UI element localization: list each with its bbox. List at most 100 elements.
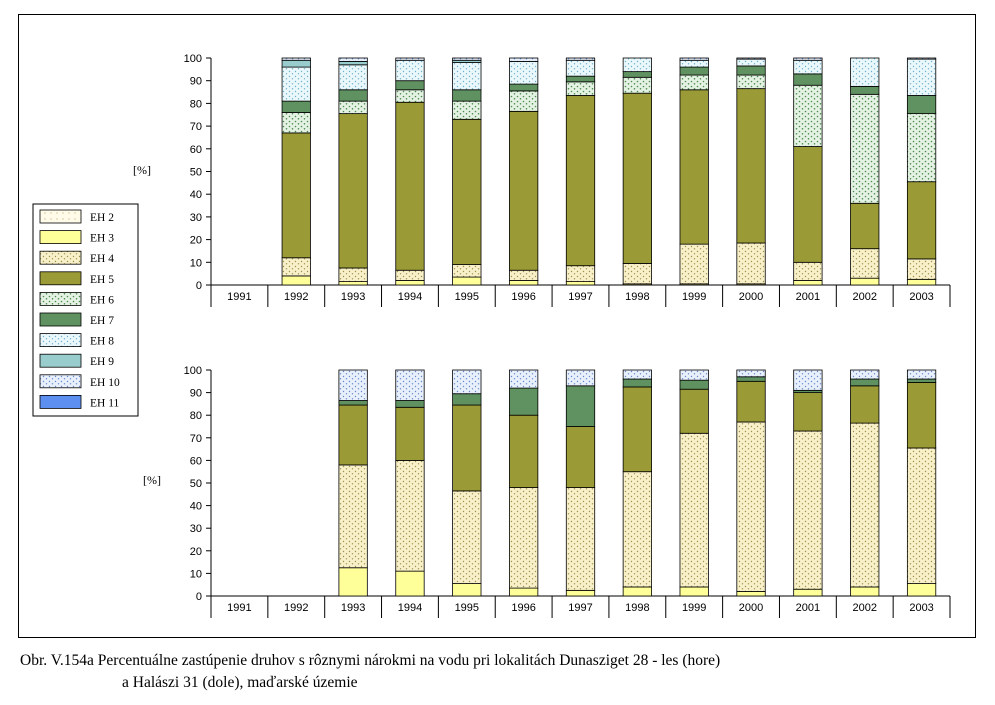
legend-swatch-eh-2 bbox=[39, 209, 82, 224]
upper-bar-1992-eh-3 bbox=[281, 275, 311, 286]
figure-caption-line-2: a Halászi 31 (dole), maďarské územie bbox=[122, 674, 358, 691]
upper-x-tick-label-1993: 1993 bbox=[341, 291, 365, 303]
upper-bar-1996-eh-3 bbox=[509, 280, 539, 286]
upper-bar-2002-eh-5 bbox=[850, 202, 880, 250]
lower-bar-2001-eh-10 bbox=[793, 369, 823, 391]
lower-y-tick-label: 0 bbox=[196, 591, 202, 603]
legend-swatch-eh-10 bbox=[39, 374, 82, 389]
upper-bar-1995-eh-3 bbox=[452, 276, 482, 286]
upper-bar-1999-eh-7 bbox=[679, 66, 709, 76]
lower-bar-1995-eh-3 bbox=[452, 583, 482, 597]
upper-bar-2001-eh-10 bbox=[793, 57, 823, 61]
upper-bar-1996-eh-4 bbox=[509, 269, 539, 281]
upper-bar-2001-eh-6 bbox=[793, 84, 823, 147]
upper-bar-1994-eh-10 bbox=[395, 57, 425, 61]
upper-bar-1996-eh-10 bbox=[509, 57, 539, 62]
upper-bar-1997-eh-5 bbox=[565, 95, 596, 267]
lower-bar-2003-eh-4 bbox=[906, 447, 937, 584]
lower-bar-2001-eh-3 bbox=[793, 588, 823, 597]
upper-bar-1994-eh-7 bbox=[395, 80, 425, 91]
legend-label-eh-9: EH 9 bbox=[90, 356, 114, 368]
upper-bar-1997-eh-4 bbox=[565, 265, 596, 282]
lower-bar-1997-eh-7 bbox=[565, 385, 596, 427]
upper-x-tick-label-1995: 1995 bbox=[455, 291, 479, 303]
upper-bar-2001-eh-5 bbox=[793, 146, 823, 263]
lower-y-tick-label: 60 bbox=[190, 455, 202, 467]
lower-bar-2003-eh-10 bbox=[906, 369, 937, 380]
upper-bar-1993-eh-8 bbox=[338, 64, 368, 91]
upper-bar-2003-eh-8 bbox=[906, 58, 937, 96]
lower-bar-1995-eh-5 bbox=[452, 404, 482, 492]
legend-swatch-eh-11 bbox=[39, 394, 82, 409]
figure-frame bbox=[18, 14, 976, 638]
upper-y-tick-label: 100 bbox=[184, 53, 202, 65]
legend-label-eh-4: EH 4 bbox=[90, 253, 114, 265]
legend: EH 2 EH 3 EH 4 EH 5 EH 6 EH 7 EH 8 EH 9 EH 10 EH … bbox=[32, 203, 139, 417]
upper-bar-1997-eh-6 bbox=[565, 81, 596, 96]
upper-bar-1994-eh-6 bbox=[395, 89, 425, 103]
lower-x-tick-label-1991: 1991 bbox=[227, 602, 251, 614]
upper-x-tick-label-2000: 2000 bbox=[739, 291, 763, 303]
upper-bar-1993-eh-3 bbox=[338, 281, 368, 286]
upper-y-tick-label: 30 bbox=[190, 212, 202, 224]
lower-bar-1994-eh-5 bbox=[395, 406, 425, 461]
upper-bar-1998-eh-8 bbox=[622, 57, 652, 73]
lower-bar-2003-eh-5 bbox=[906, 382, 937, 449]
lower-bar-2001-eh-4 bbox=[793, 430, 823, 590]
lower-y-tick-label: 30 bbox=[190, 523, 202, 535]
lower-y-tick-label: 40 bbox=[190, 501, 202, 513]
lower-bar-2002-eh-10 bbox=[850, 369, 880, 380]
upper-bar-1992-eh-9 bbox=[281, 59, 311, 68]
upper-y-tick-label: 20 bbox=[190, 235, 202, 247]
upper-bar-1992-eh-10 bbox=[281, 57, 311, 61]
lower-bar-1993-eh-10 bbox=[338, 369, 368, 401]
upper-bar-2000-eh-5 bbox=[736, 88, 766, 244]
upper-bar-1998-eh-4 bbox=[622, 263, 652, 285]
upper-bar-1993-eh-10 bbox=[338, 57, 368, 62]
lower-bar-1993-eh-7 bbox=[338, 400, 368, 406]
upper-x-tick-label-1997: 1997 bbox=[568, 291, 592, 303]
lower-y-tick-label: 20 bbox=[190, 546, 202, 558]
legend-swatch-eh-7 bbox=[39, 312, 82, 327]
upper-bar-2003-eh-4 bbox=[906, 258, 937, 280]
lower-x-tick-label-1998: 1998 bbox=[625, 602, 649, 614]
legend-label-eh-6: EH 6 bbox=[90, 294, 114, 306]
upper-y-tick-label: 0 bbox=[196, 280, 202, 292]
upper-x-tick-label-2002: 2002 bbox=[852, 291, 876, 303]
upper-bar-1993-eh-4 bbox=[338, 267, 368, 282]
lower-bar-1993-eh-4 bbox=[338, 464, 368, 569]
upper-bar-2002-eh-8 bbox=[850, 57, 880, 87]
lower-bar-1994-eh-7 bbox=[395, 400, 425, 408]
lower-bar-1993-eh-3 bbox=[338, 567, 368, 597]
upper-bar-1996-eh-6 bbox=[509, 90, 539, 112]
lower-bar-1997-eh-4 bbox=[565, 487, 596, 591]
lower-y-tick-label: 10 bbox=[190, 568, 202, 580]
legend-swatch-eh-3 bbox=[39, 230, 82, 245]
lower-bar-1995-eh-7 bbox=[452, 393, 482, 406]
upper-bar-2001-eh-4 bbox=[793, 261, 823, 281]
upper-bar-1995-eh-5 bbox=[452, 118, 482, 265]
lower-bar-2000-eh-4 bbox=[736, 421, 766, 592]
upper-bar-1999-eh-5 bbox=[679, 89, 709, 245]
upper-bar-1997-eh-8 bbox=[565, 59, 596, 77]
upper-bar-1996-eh-7 bbox=[509, 83, 539, 92]
lower-bar-2000-eh-3 bbox=[736, 591, 766, 597]
lower-x-tick-label-2000: 2000 bbox=[739, 602, 763, 614]
lower-bar-2003-eh-3 bbox=[906, 583, 937, 597]
upper-bar-1992-eh-4 bbox=[281, 257, 311, 277]
lower-bar-1998-eh-5 bbox=[622, 386, 652, 473]
lower-bar-1999-eh-10 bbox=[679, 369, 709, 381]
upper-bar-2000-eh-7 bbox=[736, 65, 766, 76]
lower-bar-1996-eh-7 bbox=[509, 387, 539, 416]
upper-x-tick-label-1998: 1998 bbox=[625, 291, 649, 303]
lower-x-tick-label-1995: 1995 bbox=[455, 602, 479, 614]
lower-bar-1999-eh-7 bbox=[679, 379, 709, 390]
lower-bar-2003-eh-7 bbox=[906, 378, 937, 383]
upper-bar-2003-eh-6 bbox=[906, 113, 937, 183]
upper-bar-1993-eh-7 bbox=[338, 89, 368, 102]
upper-x-tick-label-1992: 1992 bbox=[284, 291, 308, 303]
lower-bar-1993-eh-5 bbox=[338, 404, 368, 466]
upper-y-tick-label: 60 bbox=[190, 144, 202, 156]
lower-bar-1998-eh-4 bbox=[622, 471, 652, 588]
upper-x-tick-label-2003: 2003 bbox=[909, 291, 933, 303]
